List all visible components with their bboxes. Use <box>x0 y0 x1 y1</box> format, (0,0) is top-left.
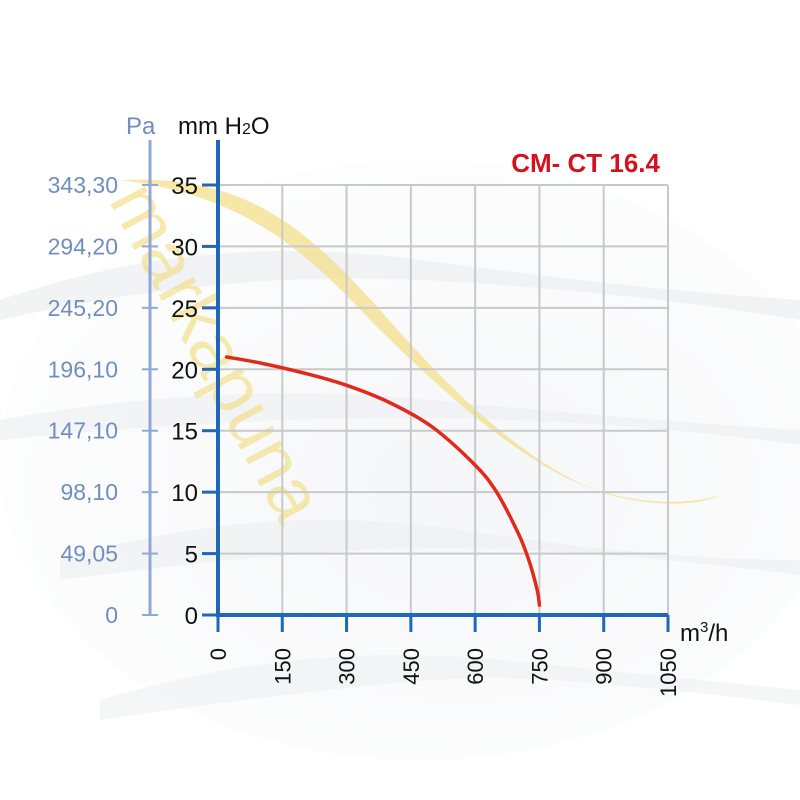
pa-tick-label: 0 <box>105 602 118 628</box>
series-group <box>224 355 542 607</box>
pa-tick-label: 147,10 <box>48 418 118 444</box>
x-tick-label: 1050 <box>656 648 681 697</box>
y-tick-label: 20 <box>171 357 198 384</box>
y-tick-label: 0 <box>185 603 198 630</box>
series-line <box>224 355 542 607</box>
pa-axis-ticks: 0 49,05 98,10 147,10 196,10 245,20 294,20 343,3… <box>48 172 158 628</box>
y-tick-label: 10 <box>171 480 198 507</box>
pa-axis-label: Pa <box>126 113 156 140</box>
pa-tick-label: 343,30 <box>48 172 118 198</box>
pa-tick-label: 196,10 <box>48 356 118 382</box>
grid <box>218 184 669 615</box>
y-axis-label: mm H2O <box>178 113 270 140</box>
y-tick-label: 30 <box>171 234 198 261</box>
x-tick-label: 300 <box>335 648 360 685</box>
pa-tick-label: 98,10 <box>60 479 118 505</box>
x-tick-label: 0 <box>206 648 231 660</box>
y-tick-label: 25 <box>171 296 198 323</box>
x-tick-label: 450 <box>399 648 424 685</box>
x-tick-label: 900 <box>592 648 617 685</box>
y-tick-label: 15 <box>171 419 198 446</box>
x-tick-label: 600 <box>463 648 488 685</box>
y-tick-label: 35 <box>171 173 198 200</box>
pa-tick-label: 294,20 <box>48 233 118 259</box>
pa-tick-label: 49,05 <box>60 541 118 567</box>
y-tick-label: 5 <box>185 542 198 569</box>
x-axis-ticks: 0 150 300 450 600 750 900 1050 <box>206 615 681 697</box>
x-tick-label: 150 <box>270 648 295 685</box>
x-tick-label: 750 <box>527 648 552 685</box>
x-axis-label: m3/h <box>680 619 728 647</box>
pa-tick-label: 245,20 <box>48 295 118 321</box>
chart-title: CM- CT 16.4 <box>511 148 660 178</box>
y-axis-ticks: 0 5 10 15 20 25 30 35 <box>171 173 218 630</box>
